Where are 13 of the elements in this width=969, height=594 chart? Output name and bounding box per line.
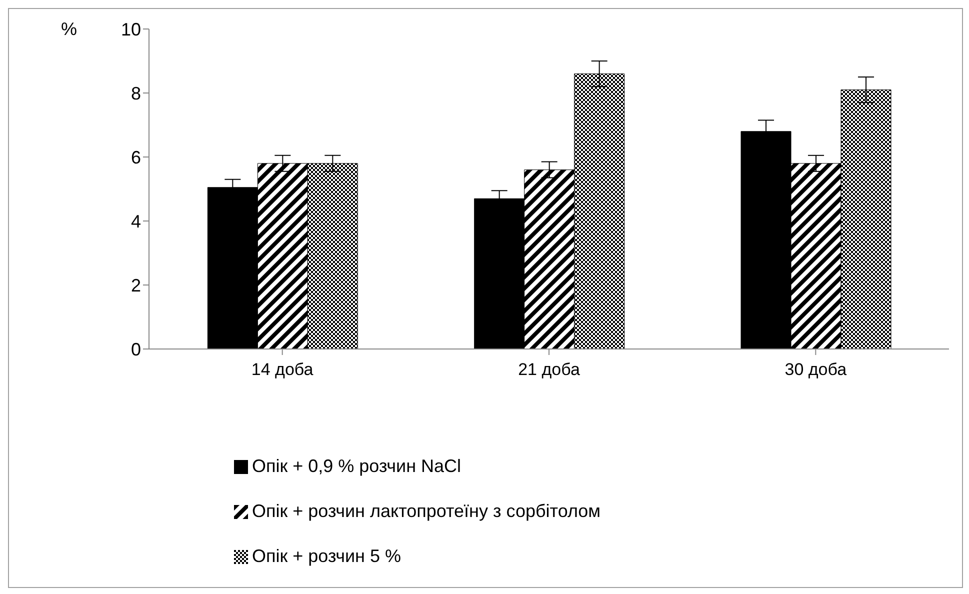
legend-label: Опік + розчин лактопротеїну з сорбітолом — [252, 501, 601, 522]
y-tick-label: 0 — [130, 339, 141, 360]
x-tick-label: 14 доба — [251, 360, 314, 380]
legend-label: Опік + розчин 5 % — [252, 546, 402, 567]
y-tick-label: 6 — [130, 147, 141, 168]
y-tick-label: 4 — [130, 211, 141, 232]
y-tick-label: 2 — [130, 275, 141, 296]
y-tick-label: 8 — [130, 83, 141, 104]
x-tick-label: 21 доба — [518, 360, 580, 380]
x-tick-label: 30 доба — [784, 360, 848, 380]
y-tick-label: 10 — [120, 19, 141, 40]
legend-label: Опік + 0,9 % розчин NaCl — [252, 456, 462, 477]
y-axis-title: % — [61, 19, 78, 40]
